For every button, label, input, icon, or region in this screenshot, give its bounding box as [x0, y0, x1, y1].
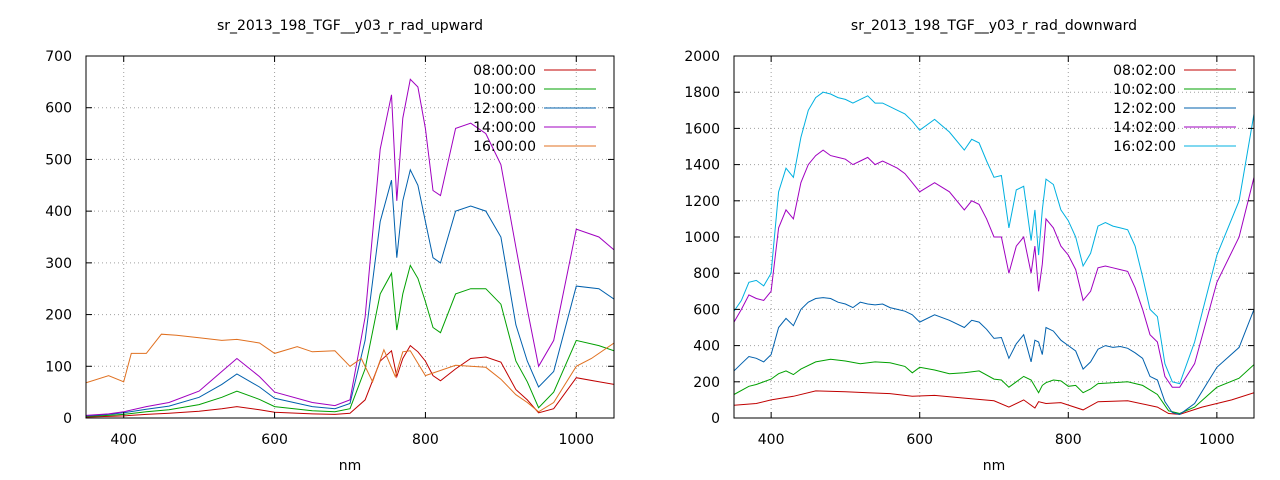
- chart-downward: 400 600 800 1000 0 200 400 600 800 1000 1200 1400 16…: [684, 18, 1255, 474]
- legend-label-4: 16:02:00: [1113, 139, 1176, 155]
- legend-label-1: 10:02:00: [1113, 82, 1176, 98]
- y-tick-label: 300: [45, 256, 72, 272]
- series-line-4: [86, 333, 614, 413]
- x-tick-label: 400: [758, 432, 785, 448]
- y-tick-label: 0: [63, 411, 72, 427]
- series-line-3: [86, 78, 614, 416]
- chart-title: sr_2013_198_TGF__y03_r_rad_upward: [217, 18, 483, 34]
- series-line-1: [86, 264, 614, 417]
- series-line-0: [734, 390, 1254, 415]
- y-tick-label: 1200: [684, 194, 720, 210]
- y-tick-label: 700: [45, 49, 72, 65]
- legend-label-1: 10:00:00: [473, 82, 536, 98]
- legend-label-2: 12:00:00: [473, 101, 536, 117]
- y-tick-label: 600: [693, 302, 720, 318]
- series-line-3: [734, 149, 1254, 388]
- y-tick-label: 100: [45, 359, 72, 375]
- series-line-1: [734, 358, 1254, 415]
- y-tick-label: 200: [45, 308, 72, 324]
- x-tick-label: 800: [412, 432, 439, 448]
- y-tick-label: 1000: [684, 230, 720, 246]
- y-tick-label: 1400: [684, 158, 720, 174]
- series-line-2: [86, 168, 614, 417]
- legend-label-0: 08:00:00: [473, 63, 536, 79]
- y-tick-label: 800: [693, 266, 720, 282]
- y-tick-label: 0: [711, 411, 720, 427]
- legend-label-3: 14:02:00: [1113, 120, 1176, 136]
- plot-frame: [85, 55, 615, 419]
- legend-label-0: 08:02:00: [1113, 63, 1176, 79]
- y-tick-label: 2000: [684, 49, 720, 65]
- x-axis-label: nm: [339, 458, 362, 474]
- series-line-2: [734, 297, 1254, 415]
- legend-label-4: 16:00:00: [473, 139, 536, 155]
- x-tick-label: 400: [110, 432, 137, 448]
- x-tick-label: 1000: [558, 432, 594, 448]
- series-line-0: [86, 344, 614, 418]
- chart-upward: 400 600 800 1000 0 100 200 300 400 500 600 700 sr_20…: [45, 18, 615, 474]
- x-tick-label: 800: [1055, 432, 1082, 448]
- legend-label-3: 14:00:00: [473, 120, 536, 136]
- series-line-4: [734, 91, 1254, 385]
- y-tick-label: 1800: [684, 85, 720, 101]
- y-tick-label: 600: [45, 101, 72, 117]
- y-tick-label: 500: [45, 152, 72, 168]
- x-tick-label: 600: [261, 432, 288, 448]
- y-tick-label: 400: [693, 339, 720, 355]
- x-axis-label: nm: [983, 458, 1006, 474]
- y-tick-label: 200: [693, 375, 720, 391]
- chart-title: sr_2013_198_TGF__y03_r_rad_downward: [851, 18, 1137, 34]
- legend-label-2: 12:02:00: [1113, 101, 1176, 117]
- y-tick-label: 1600: [684, 121, 720, 137]
- x-tick-label: 600: [906, 432, 933, 448]
- x-tick-label: 1000: [1199, 432, 1235, 448]
- y-tick-label: 400: [45, 204, 72, 220]
